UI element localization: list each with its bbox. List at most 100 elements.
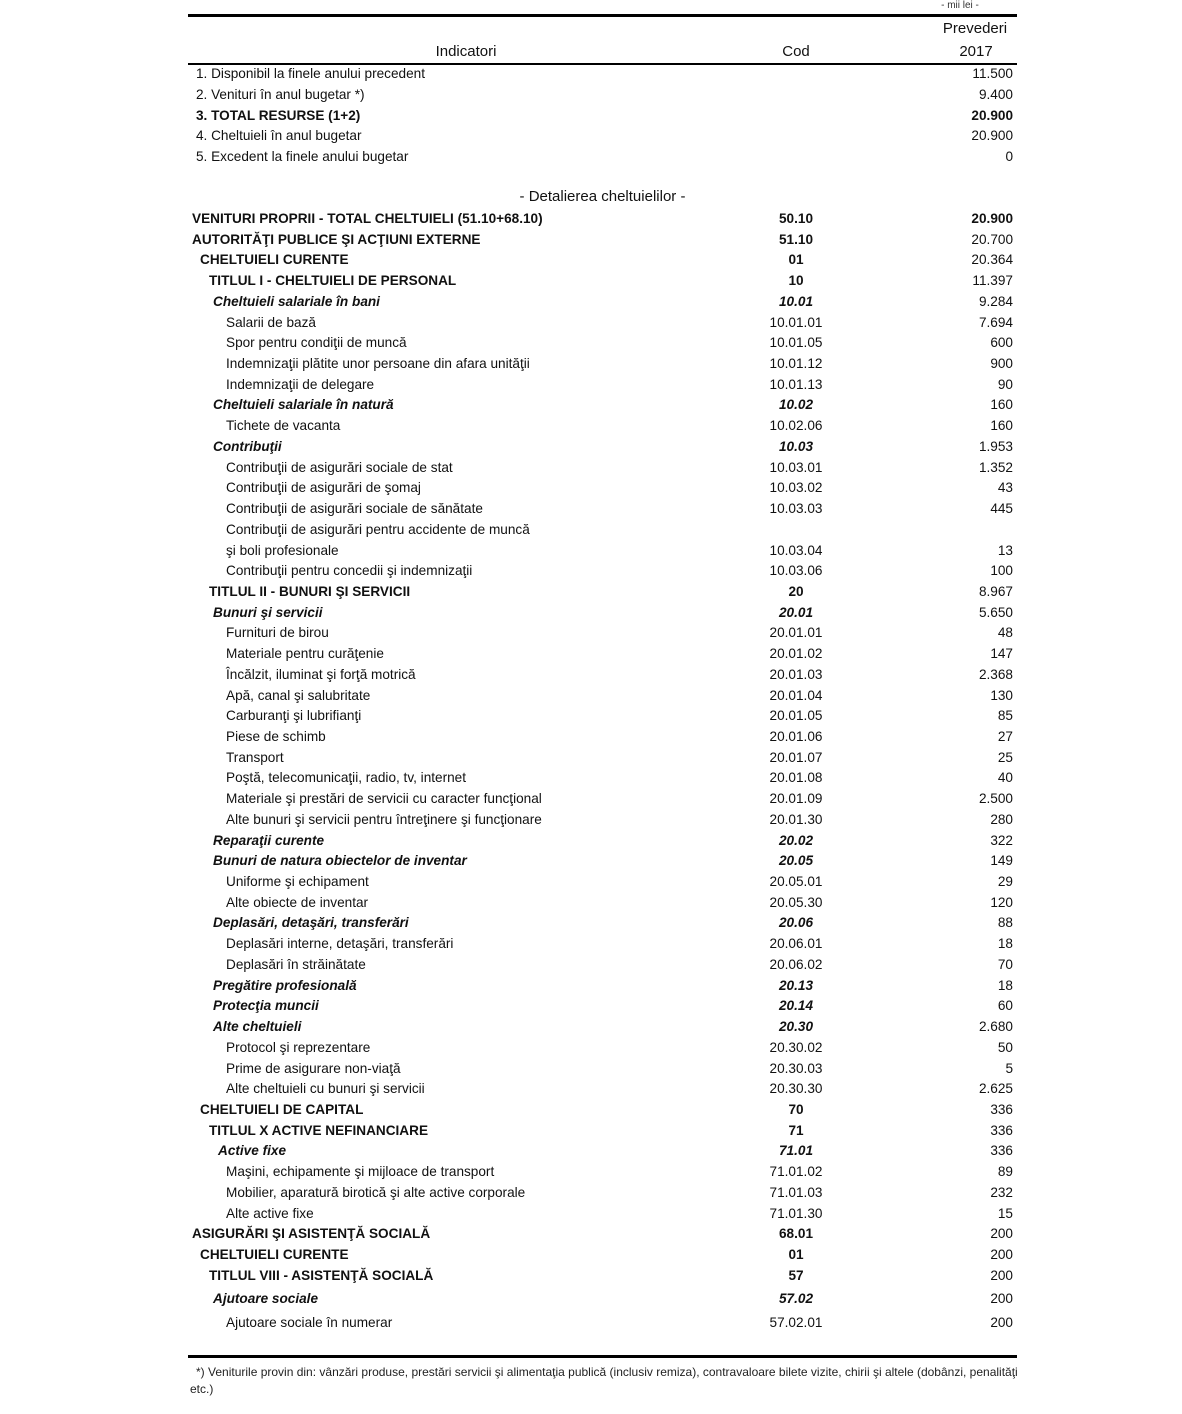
row-value: 20.364 [971, 252, 1013, 268]
table-row: Alte active fixe 71.01.30 15 [188, 1204, 1017, 1224]
row-label: 1. Disponibil la finele anului precedent [196, 66, 425, 81]
row-code: 20.01.01 [769, 625, 823, 641]
row-value: 48 [997, 625, 1013, 641]
row-code: 20.30.30 [769, 1081, 823, 1097]
table-row: Alte obiecte de inventar 20.05.30 120 [188, 893, 1017, 913]
row-code: 20.06.01 [769, 936, 823, 952]
row-value: 11.397 [972, 273, 1013, 289]
row-code: 20.05 [778, 853, 814, 869]
row-label: Bunuri şi servicii [213, 604, 323, 620]
row-value: 70 [997, 956, 1013, 972]
table-row: ASIGURĂRI ŞI ASISTENŢĂ SOCIALĂ 68.01 200 [188, 1224, 1017, 1244]
row-value: 9.400 [978, 86, 1013, 102]
row-value: 2.625 [978, 1081, 1013, 1097]
row-value: 20.700 [971, 231, 1013, 247]
table-row: Protecţia muncii 20.14 60 [188, 996, 1017, 1016]
table-row: Contribuţii de asigurări sociale de stat… [188, 458, 1017, 478]
row-value: 336 [990, 1101, 1013, 1117]
table-row: Protocol şi reprezentare 20.30.02 50 [188, 1038, 1017, 1058]
row-label: 5. Excedent la finele anului bugetar [196, 149, 409, 165]
table-row: Pregătire profesională 20.13 18 [188, 976, 1017, 996]
row-code: 10.01.05 [769, 335, 823, 351]
row-code: 20.30.02 [769, 1039, 823, 1055]
row-label: Contribuţii pentru concedii şi indemniza… [226, 563, 473, 579]
row-label: Contribuţii de asigurări sociale de stat [226, 459, 453, 475]
row-code: 20.30 [778, 1019, 814, 1035]
table-row: TITLUL II - BUNURI ŞI SERVICII 20 8.967 [188, 582, 1017, 602]
table-row: TITLUL X ACTIVE NEFINANCIARE 71 336 [188, 1121, 1017, 1141]
row-code: 10.03.03 [769, 501, 823, 517]
table-row: Ajutoare sociale în numerar 57.02.01 200 [188, 1313, 1017, 1333]
header-code: Cod [782, 43, 810, 60]
table-row: TITLUL I - CHELTUIELI DE PERSONAL 10 11.39… [188, 271, 1017, 291]
table-row: Cheltuieli salariale în natură 10.02 160 [188, 395, 1017, 415]
table-row: Spor pentru condiţii de muncă 10.01.05 600 [188, 333, 1017, 353]
row-code: 10.03.04 [769, 542, 823, 558]
row-value: 1.953 [978, 438, 1013, 454]
row-code: 10.02 [778, 397, 814, 413]
table-row: Mobilier, aparatură birotică şi alte act… [188, 1183, 1017, 1203]
row-code: 71 [788, 1122, 804, 1138]
summary-row: 1. Disponibil la finele anului precedent… [188, 64, 1017, 84]
summary-row: 5. Excedent la finele anului bugetar 0 [188, 147, 1017, 167]
row-label: 2. Venituri în anul bugetar *) [196, 86, 365, 102]
table-row: Furnituri de birou 20.01.01 48 [188, 623, 1017, 643]
row-code: 68.01 [778, 1226, 814, 1242]
table-row: AUTORITĂŢI PUBLICE ŞI ACŢIUNI EXTERNE 51.… [188, 230, 1017, 250]
row-label: TITLUL II - BUNURI ŞI SERVICII [209, 583, 411, 599]
row-code: 10.03.06 [769, 563, 823, 579]
row-value: 13 [997, 542, 1013, 558]
row-label: Contribuţii de asigurări sociale de sănă… [226, 501, 483, 517]
header-forecast-line1: Prevederi [942, 20, 1008, 37]
row-label: ASIGURĂRI ŞI ASISTENŢĂ SOCIALĂ [192, 1226, 431, 1242]
row-value: 2.680 [978, 1019, 1013, 1035]
row-label: Alte obiecte de inventar [226, 894, 369, 910]
table-row: Alte bunuri şi servicii pentru întreţine… [188, 810, 1017, 830]
row-label: Salarii de bază [226, 314, 316, 330]
row-code: 70 [788, 1101, 804, 1117]
table-row: Salarii de bază 10.01.01 7.694 [188, 313, 1017, 333]
table-row: CHELTUIELI CURENTE 01 200 [188, 1245, 1017, 1265]
row-code: 20.01.07 [769, 749, 823, 765]
row-code: 10.03.02 [769, 480, 823, 496]
row-value: 20.900 [971, 211, 1013, 226]
row-code: 10 [788, 273, 804, 289]
table-row: Deplasări în străinătate 20.06.02 70 [188, 955, 1017, 975]
footnote: *) Veniturile provin din: vânzări produs… [190, 1365, 1018, 1396]
row-label: Protocol şi reprezentare [226, 1039, 371, 1055]
table-row: Contribuţii de asigurări pentru accident… [188, 520, 1017, 540]
row-value: 5 [1005, 1060, 1013, 1076]
row-label: Alte cheltuieli cu bunuri şi servicii [226, 1081, 425, 1097]
row-code: 71.01.03 [769, 1184, 823, 1200]
row-code: 57.02.01 [769, 1315, 823, 1331]
row-value: 18 [997, 977, 1013, 993]
table-row: CHELTUIELI CURENTE 01 20.364 [188, 250, 1017, 270]
row-label: Mobilier, aparatură birotică şi alte act… [226, 1184, 526, 1200]
row-label: 4. Cheltuieli în anul bugetar [196, 128, 362, 144]
row-code: 20.06.02 [769, 956, 823, 972]
row-code: 01 [788, 1247, 804, 1262]
row-value: 600 [990, 335, 1013, 351]
row-code: 20.01 [778, 604, 814, 620]
row-value: 160 [990, 418, 1013, 434]
row-label: şi boli profesionale [226, 542, 339, 558]
table-row: Ajutoare sociale 57.02 200 [188, 1289, 1017, 1309]
row-code: 71.01.02 [769, 1164, 823, 1180]
row-code: 10.02.06 [769, 418, 823, 434]
row-label: Protecţia muncii [213, 998, 319, 1014]
row-label: Indemnizaţii de delegare [226, 376, 375, 392]
row-value: 89 [997, 1164, 1013, 1180]
row-label: Furnituri de birou [226, 625, 329, 641]
row-code: 50.10 [778, 211, 814, 226]
row-label: Bunuri de natura obiectelor de inventar [213, 853, 467, 869]
row-label: Contribuţii [213, 438, 282, 454]
unit-label: - mii lei - [941, 0, 979, 11]
row-label: Alte active fixe [226, 1205, 314, 1221]
row-value: 130 [990, 687, 1013, 703]
summary-row: 3. TOTAL RESURSE (1+2) 20.900 [188, 106, 1017, 126]
row-label: CHELTUIELI CURENTE [200, 252, 349, 268]
row-value: 100 [990, 563, 1013, 579]
row-label: Deplasări interne, detaşări, transferări [226, 936, 454, 952]
header-forecast-line2: 2017 [959, 43, 993, 60]
row-code: 20.01.02 [769, 646, 823, 662]
